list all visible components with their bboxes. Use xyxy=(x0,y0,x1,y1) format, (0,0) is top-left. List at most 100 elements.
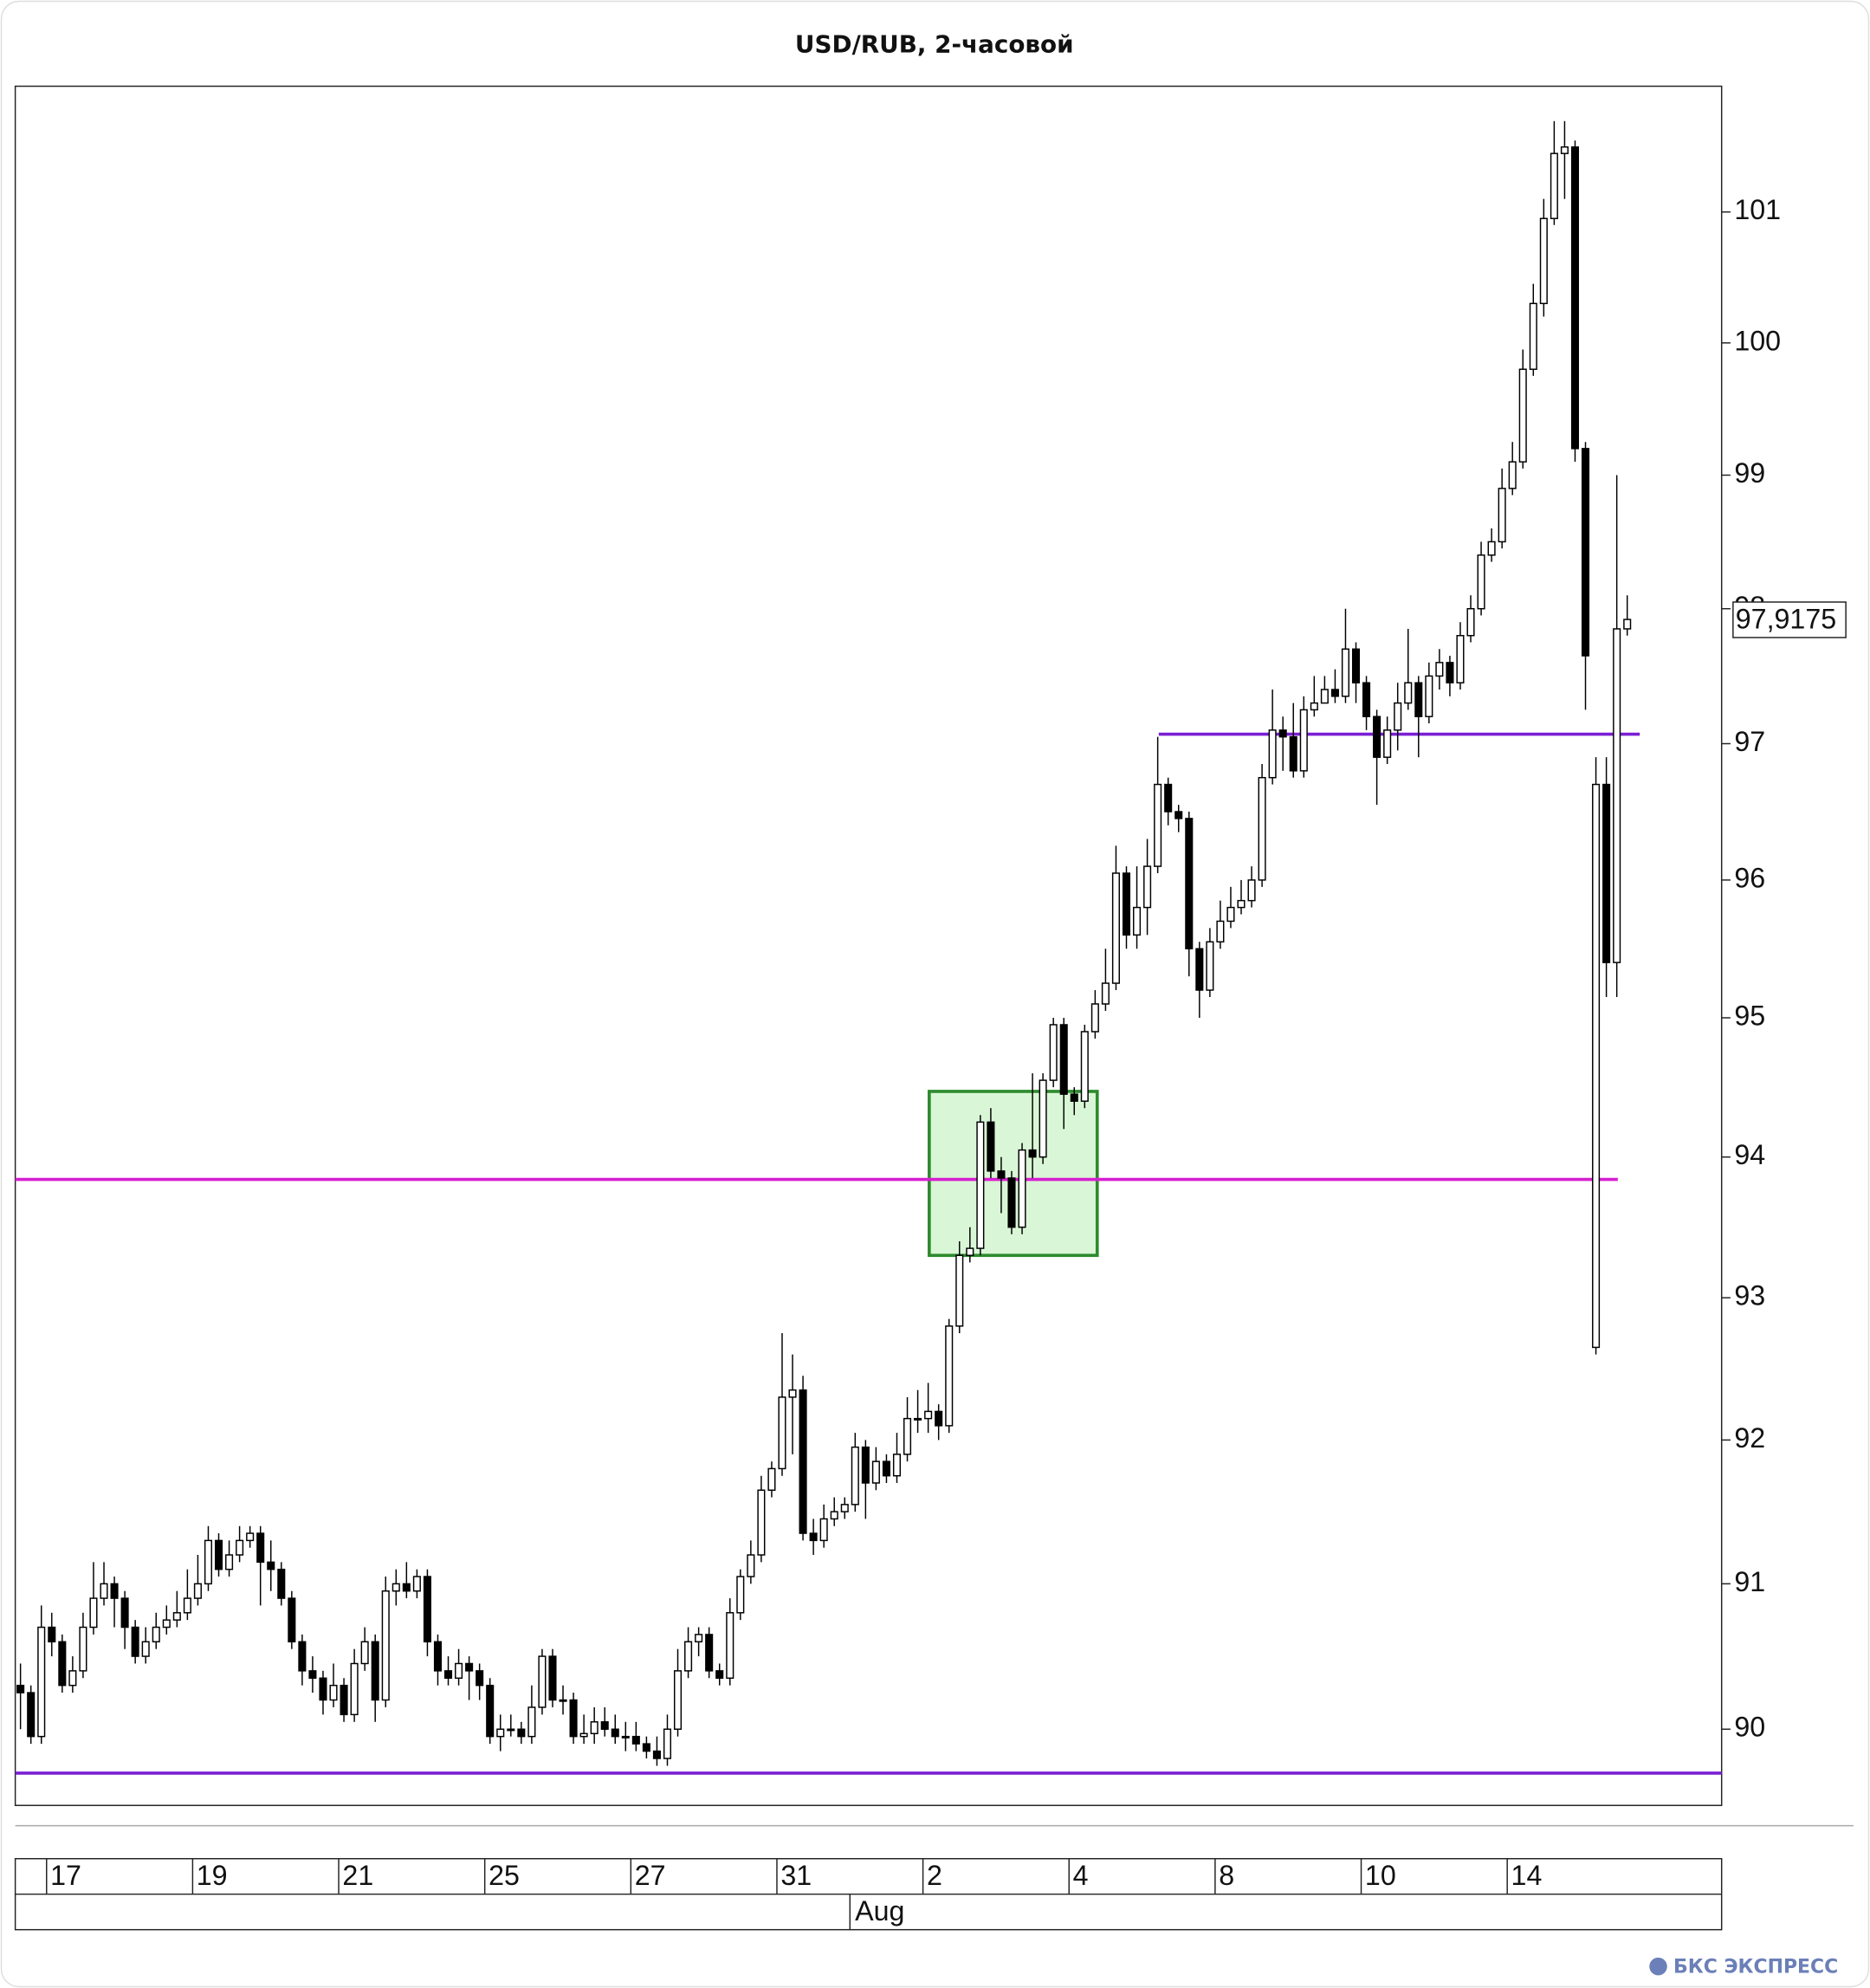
candle-body xyxy=(1028,1149,1037,1158)
candle-body xyxy=(809,1532,818,1542)
candle-body xyxy=(914,1417,922,1421)
candle-body xyxy=(1560,146,1569,154)
y-tick-label: 91 xyxy=(1734,1566,1765,1597)
x-tick-label: 2 xyxy=(927,1860,942,1891)
candle-body xyxy=(987,1121,995,1172)
candle-body xyxy=(819,1518,828,1542)
candle-body xyxy=(652,1750,661,1759)
candle-body xyxy=(799,1389,807,1534)
candle-body xyxy=(1529,302,1537,370)
candle-body xyxy=(1487,541,1496,556)
candle-body xyxy=(538,1655,547,1708)
candle-body xyxy=(631,1735,640,1745)
candle-body xyxy=(705,1634,714,1672)
candle-body xyxy=(611,1728,619,1738)
candle-body xyxy=(1446,662,1454,683)
x-tick-label: 31 xyxy=(780,1860,812,1891)
candle-body xyxy=(1059,1024,1068,1095)
candle-body xyxy=(225,1554,234,1570)
x-tick-label: 27 xyxy=(635,1860,666,1891)
candle-body xyxy=(830,1511,838,1520)
y-tick-label: 93 xyxy=(1734,1280,1765,1311)
candle-body xyxy=(871,1460,880,1484)
candle-body xyxy=(1070,1093,1078,1102)
candle-body xyxy=(1174,811,1183,819)
y-tick-label: 101 xyxy=(1734,194,1781,225)
candle-body xyxy=(747,1554,755,1577)
x-tick-label: 10 xyxy=(1365,1860,1396,1891)
logo-icon xyxy=(1649,1957,1667,1976)
candle-body xyxy=(1456,635,1465,683)
logo: БКС ЭКСПРЕСС xyxy=(1673,1957,1838,1978)
candle-body xyxy=(298,1641,307,1672)
candle-body xyxy=(663,1728,672,1759)
candle-body xyxy=(778,1396,786,1470)
candle-body xyxy=(1539,217,1548,305)
candle-body xyxy=(569,1699,578,1738)
candle-body xyxy=(1195,948,1204,991)
candle-body xyxy=(37,1626,46,1738)
plot-area xyxy=(14,85,1723,1806)
candle-body xyxy=(1373,716,1381,758)
candle-body xyxy=(1226,906,1235,923)
candle-body xyxy=(1310,702,1318,711)
candle-body xyxy=(757,1489,766,1556)
candle-body xyxy=(851,1446,859,1506)
candle-body xyxy=(120,1597,129,1629)
x-group-label: Aug xyxy=(855,1895,904,1926)
candle-body xyxy=(1133,906,1142,936)
candle-body xyxy=(1581,448,1590,657)
candle-body xyxy=(288,1597,296,1643)
candle-body xyxy=(1206,941,1214,991)
candle-body xyxy=(1185,818,1194,949)
candle-body xyxy=(371,1641,379,1701)
candle-body xyxy=(1122,872,1131,936)
candle-body xyxy=(1592,783,1601,1349)
candle-body xyxy=(1394,702,1402,731)
candle-body xyxy=(517,1728,526,1738)
x-tick-label: 19 xyxy=(197,1860,228,1891)
candle-body xyxy=(507,1728,515,1732)
candle-body xyxy=(621,1735,630,1739)
candle-body xyxy=(1101,982,1110,1005)
candle-body xyxy=(1018,1149,1026,1228)
y-tick-label: 95 xyxy=(1734,1000,1765,1031)
candle-body xyxy=(1080,1031,1089,1102)
candle-body xyxy=(443,1670,453,1679)
candle-body xyxy=(1498,488,1506,543)
candle-body xyxy=(1039,1079,1047,1158)
candle-body xyxy=(527,1706,536,1738)
candle-body xyxy=(496,1728,505,1738)
candle-body xyxy=(267,1561,275,1570)
candle-body xyxy=(1362,682,1371,717)
candle-body xyxy=(997,1170,1006,1179)
candle-body xyxy=(1111,872,1120,984)
candle-body xyxy=(319,1677,327,1701)
candle-body xyxy=(642,1743,650,1752)
candle-body xyxy=(1007,1177,1016,1228)
candle-body xyxy=(465,1662,474,1672)
candle-body xyxy=(1154,783,1162,867)
candle-body xyxy=(861,1446,870,1484)
candle-body xyxy=(726,1612,734,1679)
candle-body xyxy=(695,1634,703,1643)
candle-body xyxy=(579,1732,588,1738)
candle-body xyxy=(214,1539,223,1570)
candle-body xyxy=(360,1641,369,1665)
candle-body xyxy=(16,1684,25,1693)
candle-body xyxy=(152,1626,160,1643)
candle-body xyxy=(1258,776,1266,881)
candle-body xyxy=(1049,1024,1058,1081)
y-tick-label: 94 xyxy=(1734,1139,1765,1170)
candle-body xyxy=(715,1670,724,1679)
candle-body xyxy=(433,1641,443,1672)
y-tick-label: 97 xyxy=(1734,726,1765,757)
candle-body xyxy=(27,1692,36,1738)
candle-body xyxy=(100,1583,108,1599)
candle-body xyxy=(402,1583,411,1592)
candle-body xyxy=(767,1467,776,1491)
candle-body xyxy=(1090,1003,1099,1033)
candle-body xyxy=(236,1539,244,1556)
candle-body xyxy=(903,1417,912,1455)
candle-body xyxy=(882,1460,890,1477)
